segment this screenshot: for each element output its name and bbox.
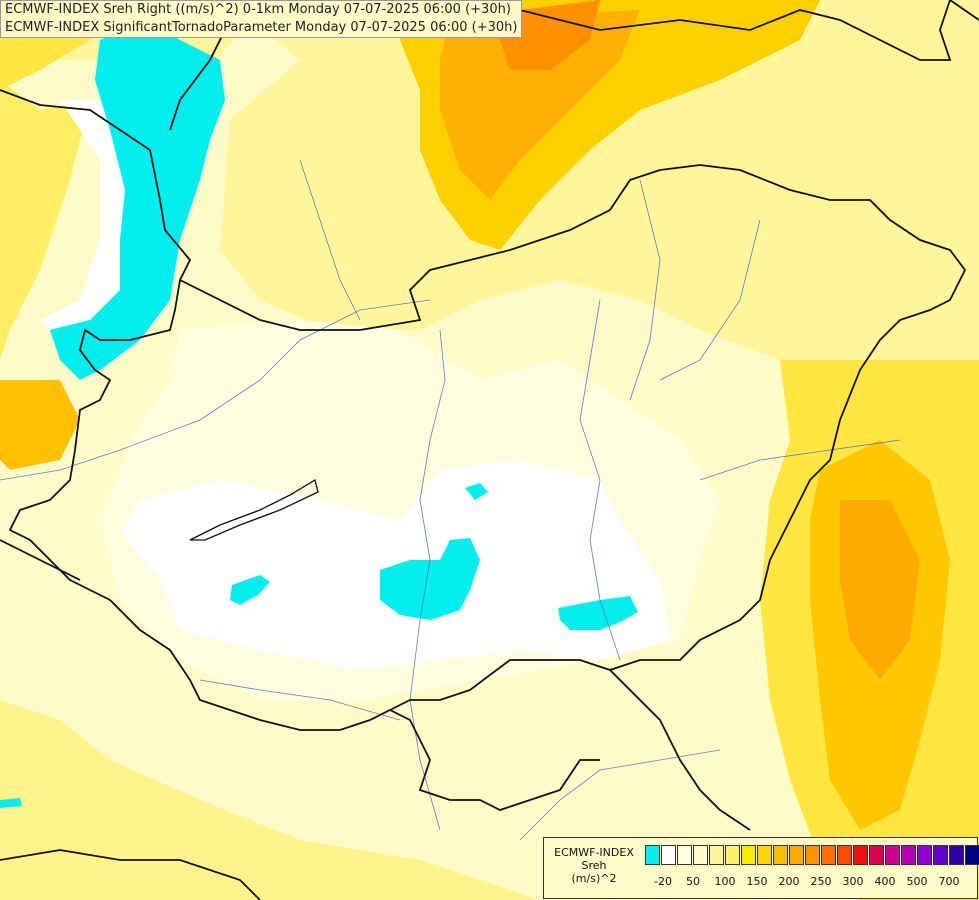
legend-tick-label: -20 [654,875,672,888]
sreh-red-north-core [500,0,600,70]
map-header: ECMWF-INDEX Sreh Right ((m/s)^2) 0-1km M… [0,0,523,38]
legend-swatch [853,845,868,865]
legend-title-1: ECMWF-INDEX [554,846,634,859]
legend-tick-label: 500 [906,875,928,888]
legend-swatch [741,845,756,865]
legend-swatch [965,845,979,865]
legend-swatch [725,845,740,865]
legend-title: ECMWF-INDEX Sreh (m/s)^2 [548,846,640,885]
legend-tick-label: 700 [938,875,960,888]
legend-tick-label: 100 [714,875,736,888]
legend-tick-label: 50 [686,875,700,888]
sreh-yellow-west [0,80,90,360]
legend-tick-label: 400 [874,875,896,888]
legend-swatch [949,845,964,865]
sreh-orange-east-core [840,500,920,680]
header-line-2: ECMWF-INDEX SignificantTornadoParameter … [5,20,518,35]
legend-ticks: -20 50 100 150 200 250 300 400 500 700 [645,875,975,889]
sreh-orange-north-core [440,10,640,200]
legend-swatch [709,845,724,865]
legend-title-2: Sreh [581,859,607,872]
legend-swatch [805,845,820,865]
legend-swatch [917,845,932,865]
sreh-cyan-center [380,538,480,620]
legend-swatch [933,845,948,865]
legend-swatch [789,845,804,865]
legend-color-bar [645,845,979,865]
legend-tick-label: 150 [746,875,768,888]
sreh-cyan-se [558,596,638,630]
legend-swatch [901,845,916,865]
legend-swatch [645,845,660,865]
legend-tick-label: 200 [778,875,800,888]
sreh-cyan-w [0,798,22,808]
legend-tick-label: 300 [842,875,864,888]
legend-swatch [661,845,676,865]
rivers [0,159,901,841]
legend-swatch [837,845,852,865]
legend-swatch [869,845,884,865]
legend-swatch [757,845,772,865]
legend: ECMWF-INDEX Sreh (m/s)^2 -20 50 100 150 200 2… [543,837,979,899]
sreh-orange-west [0,380,80,470]
header-line-1: ECMWF-INDEX Sreh Right ((m/s)^2) 0-1km M… [5,2,511,17]
sreh-cyan-center-3 [465,483,488,500]
sreh-cyan-center-2 [230,575,270,605]
legend-swatch [693,845,708,865]
legend-swatch [885,845,900,865]
lake-balaton [189,478,319,541]
legend-swatch [773,845,788,865]
legend-swatch [821,845,836,865]
legend-tick-label: 250 [810,875,832,888]
sreh-yellow-sw [0,700,540,900]
legend-unit: (m/s)^2 [571,872,617,885]
sreh-cyan-nw [50,20,225,380]
legend-swatch [677,845,692,865]
